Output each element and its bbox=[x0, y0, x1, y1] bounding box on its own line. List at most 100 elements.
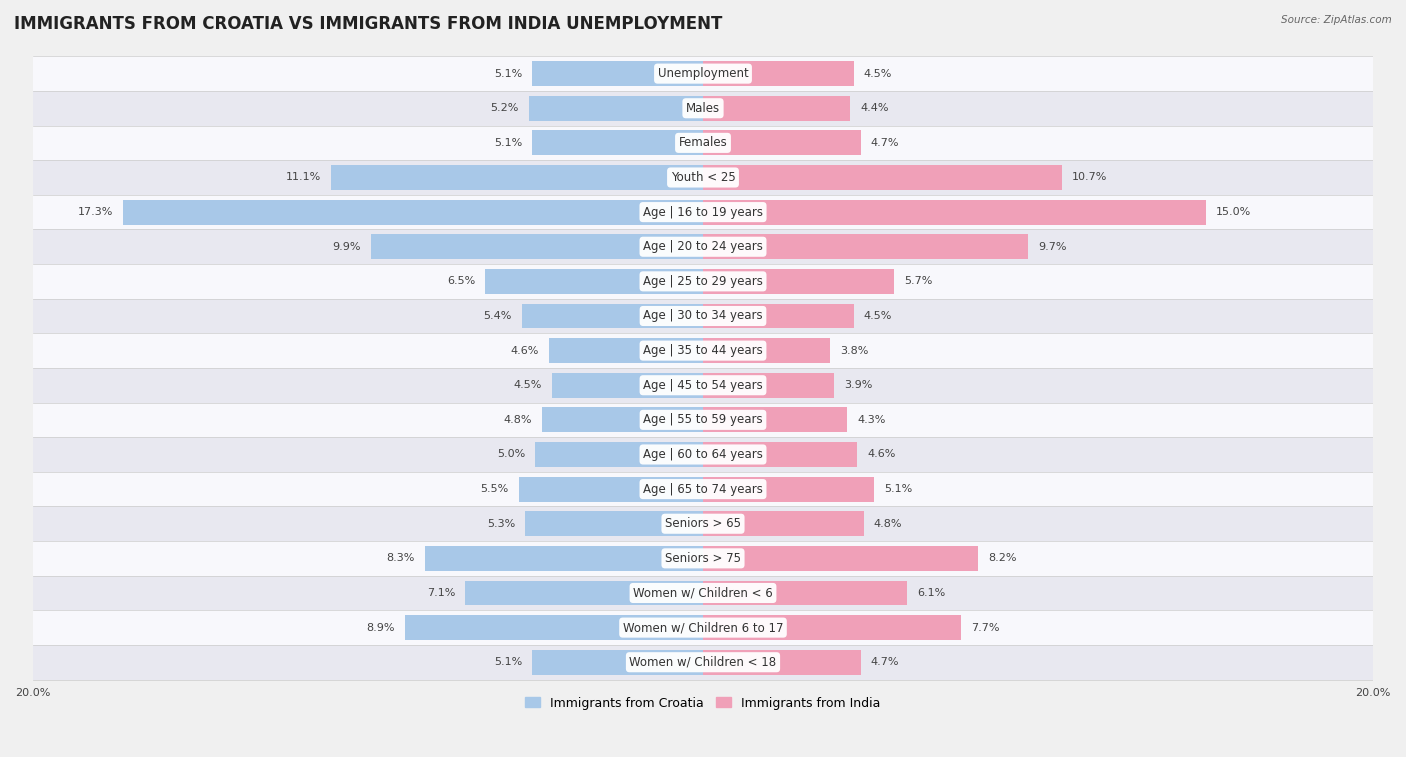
Bar bbox=[703, 338, 831, 363]
Bar bbox=[32, 333, 1374, 368]
Bar bbox=[32, 264, 1374, 299]
Bar bbox=[703, 234, 1028, 259]
Text: 4.5%: 4.5% bbox=[513, 380, 543, 391]
Bar bbox=[371, 234, 703, 259]
Text: Youth < 25: Youth < 25 bbox=[671, 171, 735, 184]
Bar bbox=[32, 645, 1374, 680]
Text: IMMIGRANTS FROM CROATIA VS IMMIGRANTS FROM INDIA UNEMPLOYMENT: IMMIGRANTS FROM CROATIA VS IMMIGRANTS FR… bbox=[14, 15, 723, 33]
Text: Age | 60 to 64 years: Age | 60 to 64 years bbox=[643, 448, 763, 461]
Text: 5.1%: 5.1% bbox=[494, 657, 522, 667]
Bar bbox=[124, 200, 703, 225]
Bar bbox=[32, 575, 1374, 610]
Text: 5.1%: 5.1% bbox=[494, 69, 522, 79]
Bar bbox=[330, 165, 703, 190]
Bar bbox=[703, 407, 848, 432]
Text: 8.2%: 8.2% bbox=[988, 553, 1017, 563]
Text: 3.9%: 3.9% bbox=[844, 380, 872, 391]
Bar bbox=[531, 130, 703, 155]
Text: Age | 55 to 59 years: Age | 55 to 59 years bbox=[643, 413, 763, 426]
Bar bbox=[32, 403, 1374, 438]
Bar bbox=[405, 615, 703, 640]
Text: 6.1%: 6.1% bbox=[918, 588, 946, 598]
Text: 4.5%: 4.5% bbox=[863, 311, 893, 321]
Text: Unemployment: Unemployment bbox=[658, 67, 748, 80]
Text: 5.7%: 5.7% bbox=[904, 276, 932, 286]
Bar bbox=[32, 610, 1374, 645]
Text: 6.5%: 6.5% bbox=[447, 276, 475, 286]
Bar bbox=[32, 91, 1374, 126]
Bar bbox=[485, 269, 703, 294]
Bar bbox=[703, 200, 1206, 225]
Text: 4.6%: 4.6% bbox=[868, 450, 896, 459]
Bar bbox=[32, 438, 1374, 472]
Text: Source: ZipAtlas.com: Source: ZipAtlas.com bbox=[1281, 15, 1392, 25]
Bar bbox=[703, 477, 875, 502]
Text: Age | 16 to 19 years: Age | 16 to 19 years bbox=[643, 206, 763, 219]
Bar bbox=[703, 650, 860, 674]
Text: 3.8%: 3.8% bbox=[841, 346, 869, 356]
Text: 8.9%: 8.9% bbox=[366, 622, 395, 633]
Bar bbox=[703, 269, 894, 294]
Bar bbox=[529, 96, 703, 120]
Bar bbox=[32, 195, 1374, 229]
Bar bbox=[531, 61, 703, 86]
Bar bbox=[703, 165, 1062, 190]
Text: Males: Males bbox=[686, 101, 720, 115]
Bar bbox=[703, 304, 853, 329]
Text: 5.1%: 5.1% bbox=[494, 138, 522, 148]
Text: Women w/ Children < 18: Women w/ Children < 18 bbox=[630, 656, 776, 668]
Bar bbox=[703, 511, 863, 536]
Text: Seniors > 65: Seniors > 65 bbox=[665, 517, 741, 530]
Text: Females: Females bbox=[679, 136, 727, 149]
Text: Age | 30 to 34 years: Age | 30 to 34 years bbox=[643, 310, 763, 322]
Text: 4.5%: 4.5% bbox=[863, 69, 893, 79]
Text: 5.2%: 5.2% bbox=[491, 103, 519, 114]
Bar bbox=[703, 61, 853, 86]
Bar bbox=[32, 299, 1374, 333]
Bar bbox=[32, 472, 1374, 506]
Text: 4.6%: 4.6% bbox=[510, 346, 538, 356]
Text: 7.7%: 7.7% bbox=[972, 622, 1000, 633]
Bar bbox=[553, 372, 703, 397]
Text: 5.0%: 5.0% bbox=[498, 450, 526, 459]
Bar bbox=[531, 650, 703, 674]
Bar bbox=[526, 511, 703, 536]
Bar bbox=[543, 407, 703, 432]
Text: Age | 45 to 54 years: Age | 45 to 54 years bbox=[643, 378, 763, 391]
Bar bbox=[703, 442, 858, 467]
Text: Age | 65 to 74 years: Age | 65 to 74 years bbox=[643, 483, 763, 496]
Bar bbox=[703, 130, 860, 155]
Text: Age | 20 to 24 years: Age | 20 to 24 years bbox=[643, 240, 763, 254]
Text: 4.7%: 4.7% bbox=[870, 138, 898, 148]
Bar bbox=[32, 541, 1374, 575]
Bar bbox=[519, 477, 703, 502]
Text: 4.3%: 4.3% bbox=[858, 415, 886, 425]
Text: 10.7%: 10.7% bbox=[1071, 173, 1107, 182]
Text: 15.0%: 15.0% bbox=[1216, 207, 1251, 217]
Bar bbox=[32, 160, 1374, 195]
Bar bbox=[32, 368, 1374, 403]
Text: Women w/ Children < 6: Women w/ Children < 6 bbox=[633, 587, 773, 600]
Bar bbox=[703, 546, 977, 571]
Text: 5.5%: 5.5% bbox=[481, 484, 509, 494]
Bar bbox=[703, 615, 962, 640]
Text: 9.7%: 9.7% bbox=[1038, 241, 1067, 252]
Text: 5.1%: 5.1% bbox=[884, 484, 912, 494]
Text: 4.8%: 4.8% bbox=[503, 415, 531, 425]
Bar bbox=[522, 304, 703, 329]
Text: 4.7%: 4.7% bbox=[870, 657, 898, 667]
Text: 4.4%: 4.4% bbox=[860, 103, 889, 114]
Text: 5.3%: 5.3% bbox=[486, 519, 516, 528]
Bar bbox=[32, 126, 1374, 160]
Bar bbox=[32, 506, 1374, 541]
Bar bbox=[703, 581, 907, 606]
Text: 5.4%: 5.4% bbox=[484, 311, 512, 321]
Bar bbox=[465, 581, 703, 606]
Text: Women w/ Children 6 to 17: Women w/ Children 6 to 17 bbox=[623, 621, 783, 634]
Bar bbox=[32, 56, 1374, 91]
Text: 17.3%: 17.3% bbox=[77, 207, 112, 217]
Bar bbox=[703, 96, 851, 120]
Text: Seniors > 75: Seniors > 75 bbox=[665, 552, 741, 565]
Legend: Immigrants from Croatia, Immigrants from India: Immigrants from Croatia, Immigrants from… bbox=[520, 692, 886, 715]
Bar bbox=[703, 372, 834, 397]
